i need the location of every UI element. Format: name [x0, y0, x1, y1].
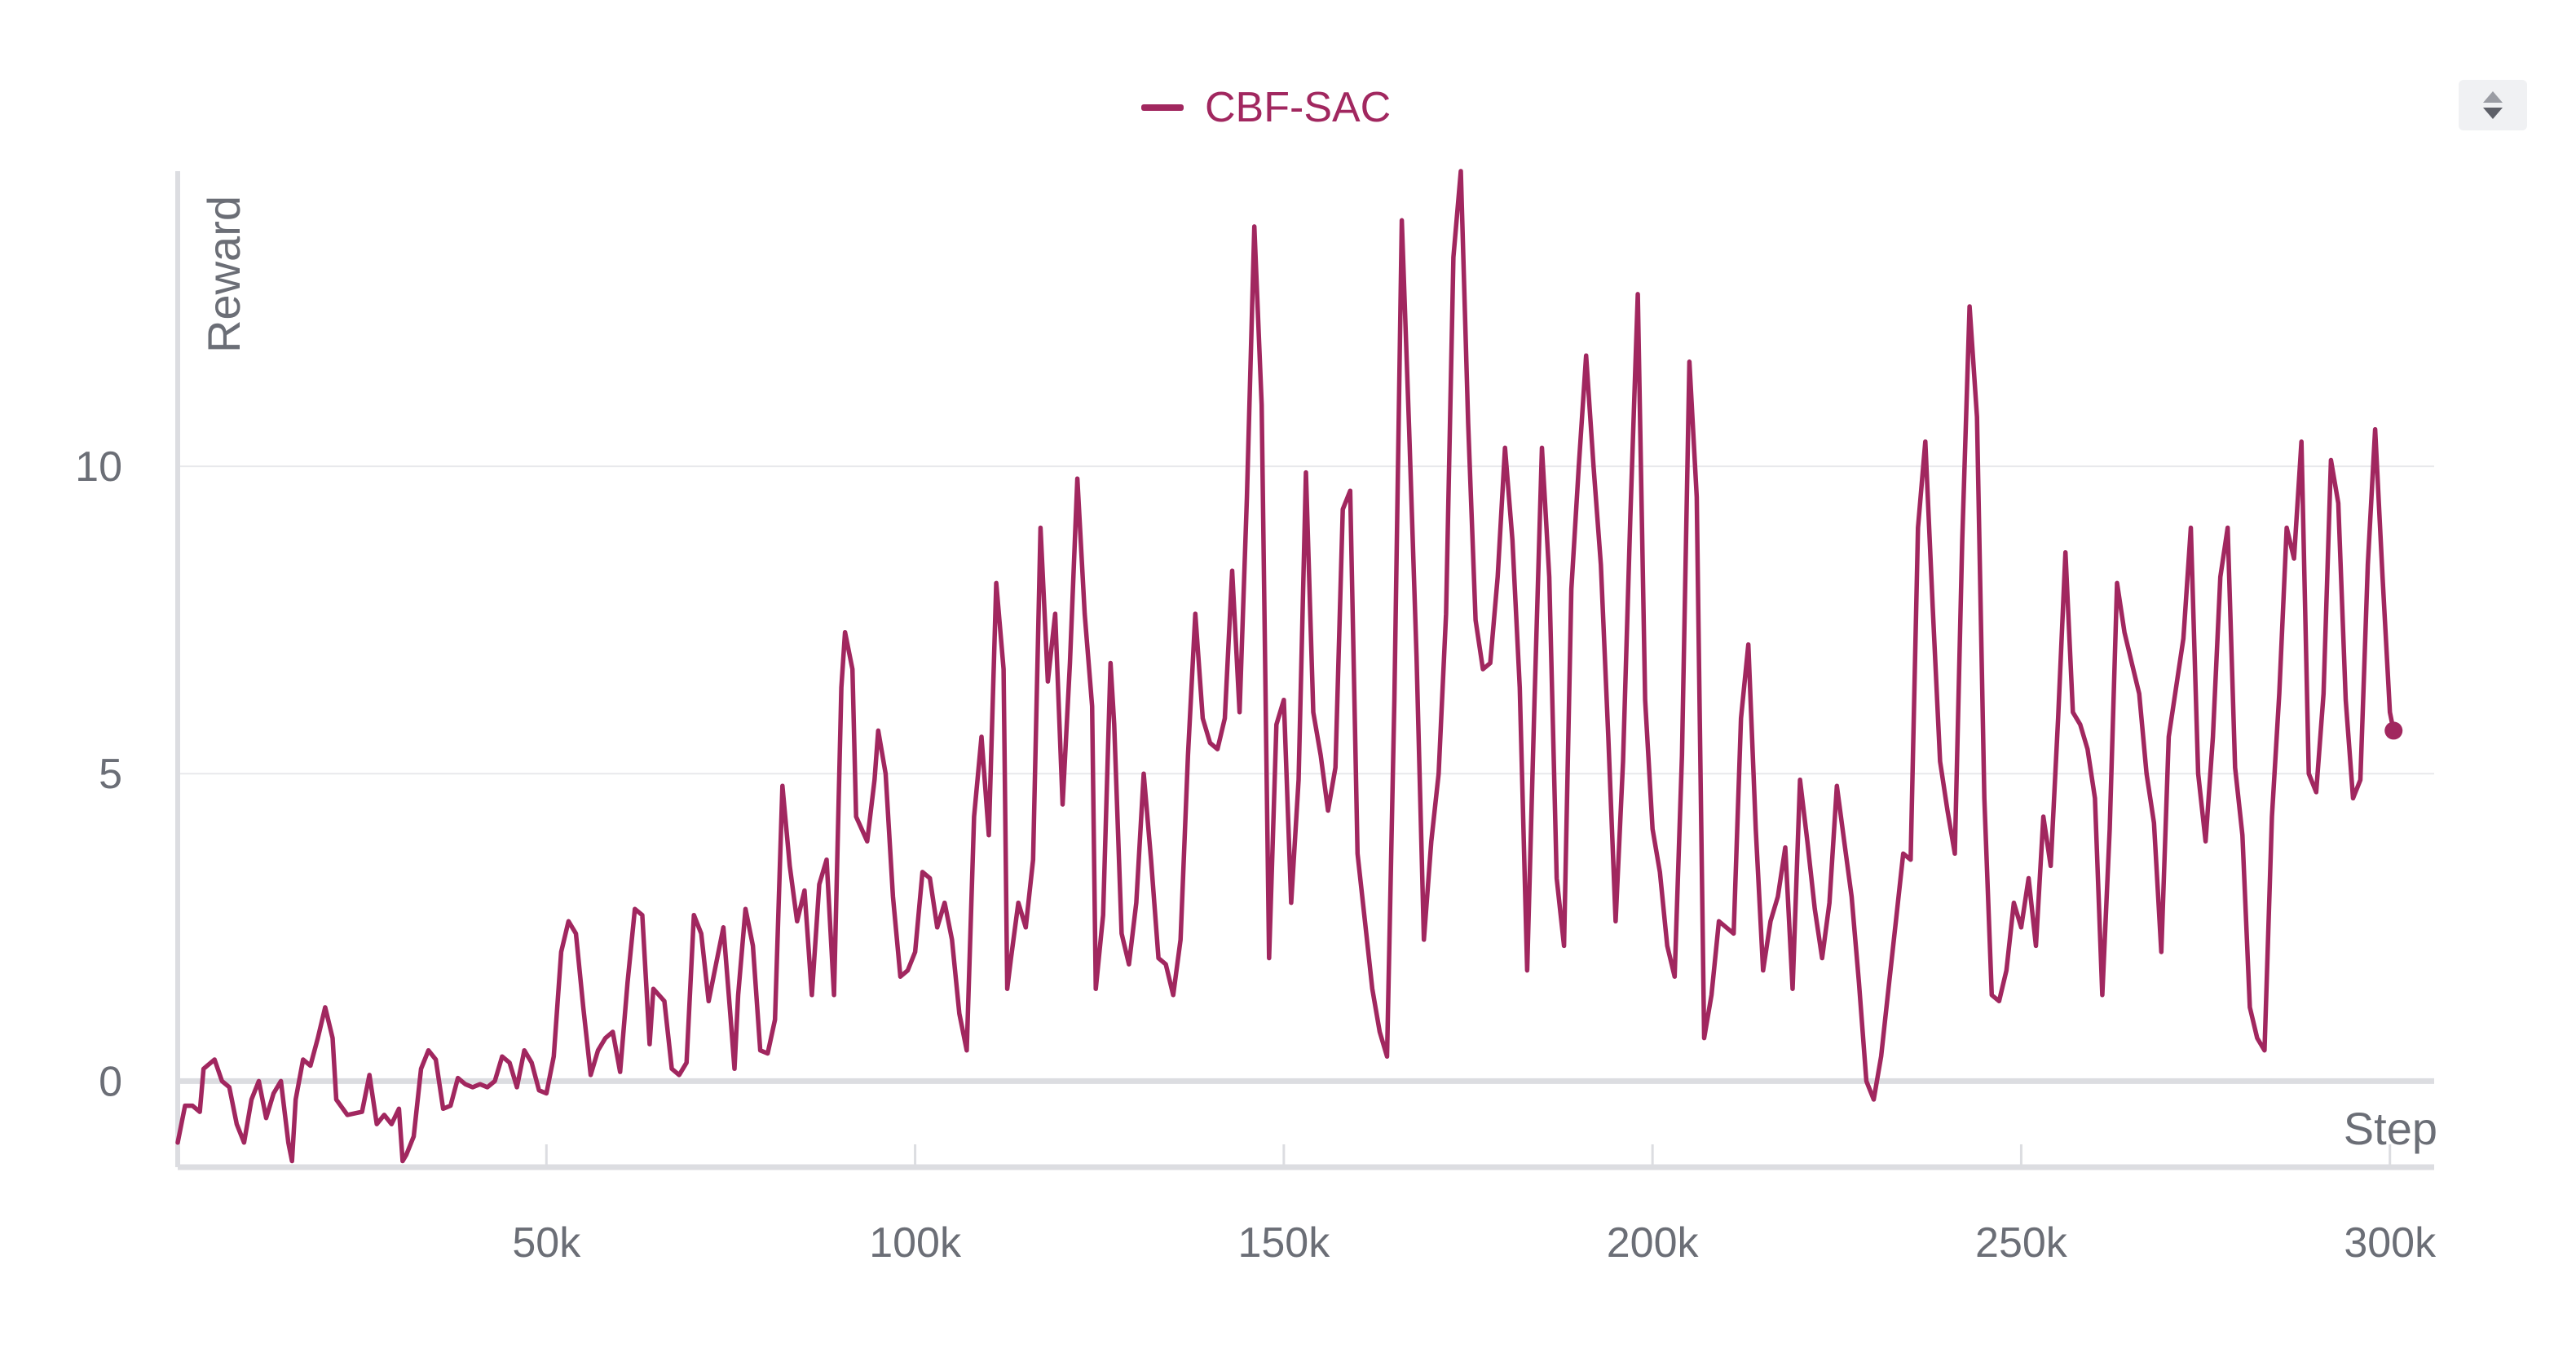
- x-tick-labels: 50k 100k 150k 200k 250k 300k: [512, 1219, 2437, 1267]
- sort-down-arrow-icon: [2483, 108, 2503, 119]
- y-axis-label: Reward: [198, 196, 249, 353]
- series-endpoint-marker: [2384, 721, 2403, 740]
- x-tick-label: 50k: [512, 1219, 581, 1267]
- y-tick-label: 5: [99, 751, 122, 798]
- x-tick-label: 100k: [869, 1219, 962, 1267]
- y-tick-labels: 0 5 10: [75, 443, 122, 1105]
- y-tick-label: 0: [99, 1058, 122, 1105]
- series-group: [175, 169, 2403, 1164]
- legend-label: CBF-SAC: [1205, 84, 1392, 131]
- x-axis-label: Step: [2344, 1103, 2437, 1154]
- legend[interactable]: CBF-SAC: [1141, 82, 1391, 134]
- x-tick-label: 250k: [1975, 1219, 2068, 1267]
- x-tick-label: 300k: [2344, 1219, 2437, 1267]
- x-tick-label: 150k: [1237, 1219, 1330, 1267]
- axes: [175, 171, 2434, 1170]
- sort-up-down-icon[interactable]: [2459, 80, 2527, 130]
- sort-up-arrow-icon: [2483, 91, 2503, 103]
- y-tick-label: 10: [75, 443, 122, 491]
- series-line-cbf-sac: [175, 169, 2396, 1164]
- legend-swatch: [1141, 104, 1184, 111]
- grid-lines: [178, 465, 2434, 1084]
- x-tick-label: 200k: [1607, 1219, 1700, 1267]
